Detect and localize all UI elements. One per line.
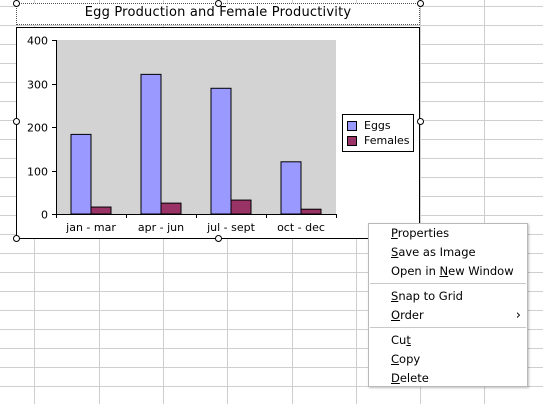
menu-item-delete-label: Delete: [391, 371, 429, 385]
menu-item-copy-label: Copy: [391, 352, 421, 366]
menu-item-save-as-image-label: Save as Image: [391, 245, 476, 259]
menu-item-copy[interactable]: Copy: [369, 350, 527, 369]
menu-item-properties-label: Properties: [391, 226, 450, 240]
legend-label-eggs: Eggs: [364, 119, 391, 132]
selection-handle-top-right[interactable]: [417, 0, 424, 7]
selection-handle-bottom-left[interactable]: [13, 235, 20, 242]
menu-item-cut-label: Cut: [391, 333, 411, 347]
legend-swatch-eggs: [347, 121, 357, 131]
menu-item-save-as-image[interactable]: Save as Image: [369, 243, 527, 262]
menu-item-snap-to-grid[interactable]: Snap to Grid: [369, 287, 527, 306]
menu-separator: [370, 283, 526, 284]
menu-item-open-in-new-window[interactable]: Open in New Window: [369, 262, 527, 281]
menu-item-order-label: Order: [391, 308, 424, 322]
legend-label-females: Females: [364, 134, 410, 147]
menu-item-properties[interactable]: Properties: [369, 224, 527, 243]
menu-separator: [370, 327, 526, 328]
selection-handle-top-middle[interactable]: [215, 0, 222, 7]
menu-item-cut[interactable]: Cut: [369, 331, 527, 350]
legend-swatch-females: [347, 136, 357, 146]
chevron-right-icon: ›: [515, 308, 521, 323]
selection-handle-middle-left[interactable]: [13, 118, 20, 125]
menu-item-open-in-new-window-label: Open in New Window: [391, 264, 514, 278]
menu-item-delete[interactable]: Delete: [369, 369, 527, 388]
context-menu: Properties Save as Image Open in New Win…: [368, 223, 528, 387]
selection-handle-top-left[interactable]: [13, 0, 20, 7]
selection-handle-middle-right[interactable]: [417, 118, 424, 125]
chart-title: Egg Production and Female Productivity: [84, 5, 352, 20]
selection-handle-bottom-middle[interactable]: [215, 235, 222, 242]
menu-item-snap-to-grid-label: Snap to Grid: [391, 289, 463, 303]
chart-legend[interactable]: Eggs Females: [342, 114, 414, 152]
menu-item-order[interactable]: Order ›: [369, 306, 527, 325]
